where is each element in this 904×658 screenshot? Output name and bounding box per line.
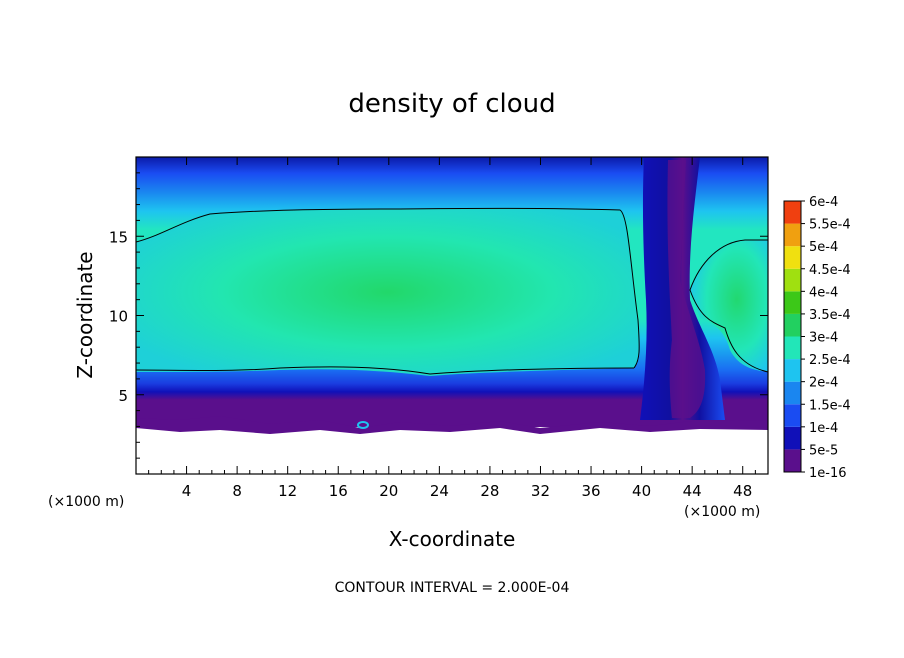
x-tick-label: 28 [480,482,499,500]
colorbar-segment [784,449,801,472]
y-tick-label: 10 [109,308,128,326]
x-unit-label-left: (×1000 m) [48,494,124,510]
x-tick-label: 48 [733,482,752,500]
contour-line-upper [136,207,640,369]
column-core [667,160,706,418]
colorbar-label: 1e-16 [809,466,847,481]
colorbar-segment [784,246,801,269]
plot-area [136,157,768,474]
x-unit-label-right: (×1000 m) [684,504,760,520]
convective-column [640,157,725,420]
contour-line-lower [136,366,635,375]
colorbar-segment [784,313,801,337]
colorbar-label: 5.5e-4 [809,218,851,233]
colorbar-segment [784,404,801,427]
x-tick-label: 20 [379,482,398,500]
cloud-base-layer [136,416,768,434]
y-tick-label: 15 [109,228,128,246]
colorbar-label: 3e-4 [809,331,838,346]
x-tick-label: 8 [232,482,242,500]
y-axis-title: Z-coordinate [73,251,97,378]
x-tick-label: 16 [329,482,348,500]
x-axis-ticks: 4 8 12 16 20 24 28 32 36 40 44 48 [148,157,756,500]
y-tick-label: 5 [118,387,128,405]
x-tick-label: 32 [531,482,550,500]
x-tick-label: 36 [581,482,600,500]
x-tick-label: 44 [683,482,702,500]
x-tick-label: 24 [430,482,449,500]
x-tick-label: 12 [278,482,297,500]
colorbar-label: 5e-4 [809,240,838,255]
colorbar-label: 2.5e-4 [809,353,851,368]
colorbar-label: 3.5e-4 [809,308,851,323]
colorbar: 1e-16 5e-5 1e-4 1.5e-4 2e-4 2.5e-4 3e-4 3.5e-4 4… [783,195,851,481]
colorbar-label: 4e-4 [809,285,838,300]
chart-title: density of cloud [348,89,555,119]
main-cloud-layer [136,208,640,376]
x-tick-label: 4 [182,482,192,500]
colorbar-segment [784,268,801,292]
colorbar-label: 5e-5 [809,443,838,458]
colorbar-segment [784,381,801,405]
small-eddy [357,421,369,429]
colorbar-label: 4.5e-4 [809,263,851,278]
right-cloud [690,240,768,372]
contour-interval-note: CONTOUR INTERVAL = 2.000E-04 [335,580,570,596]
colorbar-segment [784,426,801,450]
colorbar-label: 2e-4 [809,376,838,391]
contour-line-right [689,239,768,373]
y-axis-ticks: 5 10 15 [109,172,768,459]
colorbar-segment [784,291,801,314]
no-cloud-region [136,427,768,474]
colorbar-label: 1.5e-4 [809,398,851,413]
colorbar-segment [784,223,801,247]
colorbar-label: 6e-4 [809,195,838,210]
colorbar-segment [784,201,801,224]
colorbar-label: 1e-4 [809,421,838,436]
colorbar-segment [784,359,801,382]
colorbar-segment [784,336,801,360]
x-tick-label: 40 [632,482,651,500]
x-axis-title: X-coordinate [389,527,516,551]
